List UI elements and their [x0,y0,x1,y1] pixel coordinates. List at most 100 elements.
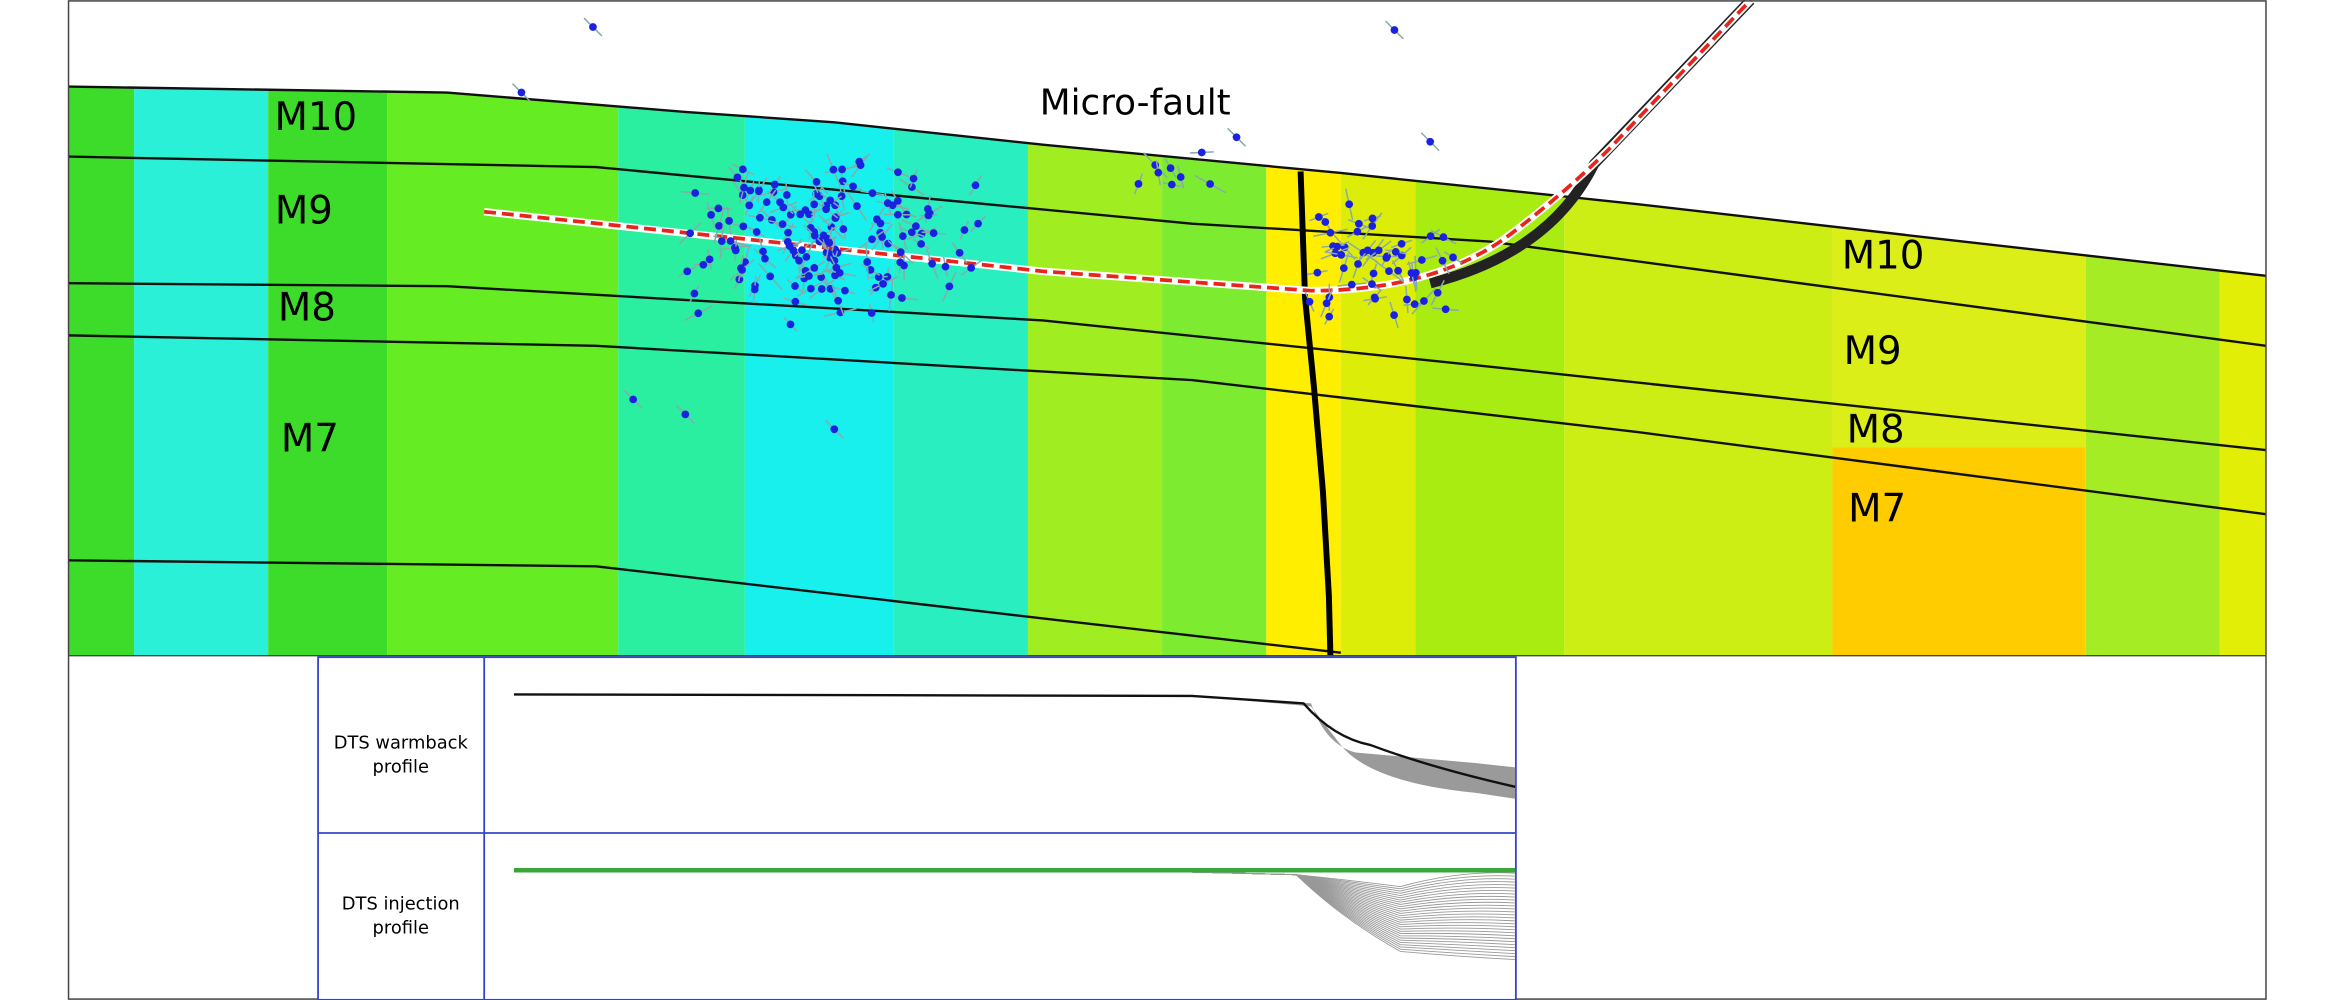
event [815,192,824,201]
event [762,198,771,207]
injection-trace [1176,871,1516,912]
event [694,309,703,318]
event [779,203,788,212]
event [798,246,806,255]
event [731,246,740,255]
event [812,178,821,186]
event [752,228,761,236]
event [806,284,815,293]
event [1391,247,1400,256]
injection-trace [1176,871,1516,958]
event [1313,268,1322,277]
event [929,229,938,237]
event [945,282,954,291]
injection-trace [1176,871,1516,899]
injection-trace [1176,871,1516,919]
injection-trace [1176,871,1516,928]
event [517,88,526,97]
event [1433,288,1442,297]
event [1134,180,1143,188]
event [830,425,839,434]
event [907,228,916,237]
event [960,226,969,234]
annotation: Micro-fault [1040,82,1231,123]
event [738,165,747,174]
event [1176,173,1185,181]
event [726,237,735,245]
injection-trace [1176,871,1516,952]
horizon-label: M10 [1842,233,1925,278]
injection-trace [1176,871,1516,931]
event [759,247,767,256]
fault [1297,171,1334,656]
event [802,253,811,261]
event [1390,311,1398,319]
event [825,239,834,247]
injection-trace [1176,871,1516,890]
event [785,242,794,251]
event [782,191,791,199]
event [868,235,876,244]
event [883,199,892,207]
injection-trace [1176,871,1516,955]
event [740,183,748,192]
event [745,201,754,210]
event [1369,269,1378,278]
event [817,273,826,282]
event [683,267,692,276]
event [754,187,763,196]
event [1410,300,1419,309]
event [1420,297,1428,305]
event [1417,256,1426,264]
horizon-label: M7 [1848,487,1906,532]
event [1353,227,1362,236]
event [1426,137,1435,146]
horizon-label: M10 [274,95,357,140]
event [824,249,833,257]
event [1232,133,1241,142]
injection-trace [1176,871,1516,905]
event [1154,168,1163,177]
event [1345,200,1354,209]
panel-label: profile [373,756,429,777]
event [741,258,749,266]
event [733,173,742,182]
event [898,232,907,241]
event [912,222,920,231]
horizon-label: M9 [1844,329,1902,374]
event [853,202,861,211]
event [784,228,792,237]
event [738,265,746,274]
event [909,174,918,183]
event [1439,233,1448,241]
event [810,200,818,209]
event [822,205,831,214]
injection-trace [1176,871,1516,949]
event [690,289,699,298]
injection-trace [1176,871,1516,923]
event [801,206,810,214]
injection-trace [1176,871,1516,926]
event [1325,312,1334,321]
event [1337,250,1346,259]
horizon-label: M7 [281,417,339,462]
event [971,181,980,190]
event [805,272,813,280]
injection-trace [1176,871,1516,888]
event [707,211,715,219]
event [1390,26,1399,34]
event [1438,256,1447,265]
event [841,286,849,295]
event [589,23,597,31]
dts-panels: DTS warmback profile DTS injection profi… [317,656,1517,1000]
event [878,233,886,241]
event [796,210,805,219]
event [1206,180,1214,188]
panel-label: DTS warmback [334,733,469,754]
event [894,168,902,177]
event [1426,232,1435,240]
event [831,214,840,223]
event [1354,260,1362,268]
event [1333,242,1342,251]
event [1385,267,1393,276]
